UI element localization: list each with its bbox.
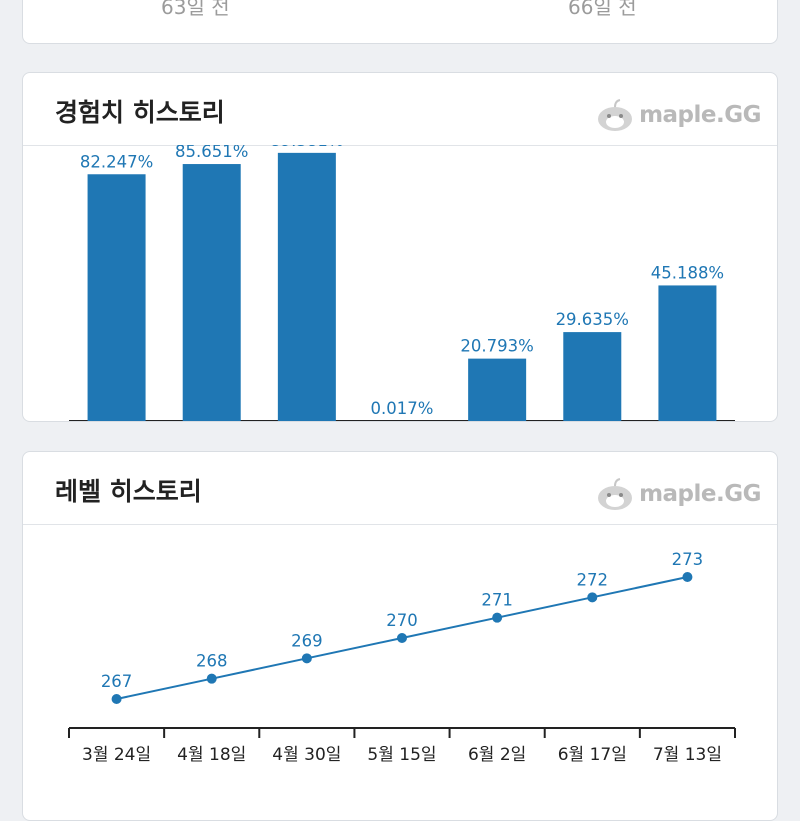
maple-gg-logo: maple.GG	[595, 97, 761, 133]
x-tick-label: 4월 18일	[177, 745, 246, 765]
bar-value-label: 85.651%	[175, 145, 248, 161]
exp-history-header: 경험치 히스토리 maple.GG	[23, 73, 777, 146]
level-value-label: 269	[291, 631, 323, 650]
level-value-label: 271	[481, 591, 512, 610]
exp-bar	[563, 332, 622, 421]
bar-value-label: 82.247%	[80, 152, 153, 171]
logo-text: maple.GG	[639, 102, 761, 128]
exp-bar-chart: 7월 10일7월 11일7월 12일7월 13일7월 14일7월 15일7월 1…	[69, 145, 735, 421]
mushroom-logo-icon	[598, 478, 633, 510]
x-tick-label: 5월 15일	[367, 745, 436, 765]
x-tick-label: 6월 2일	[468, 745, 526, 765]
logo-text: maple.GG	[639, 481, 761, 507]
exp-history-title: 경험치 히스토리	[55, 98, 225, 127]
exp-bar	[658, 285, 717, 421]
exp-history-card: 경험치 히스토리 maple.GG 7월 10일7월 11일7월 12일7월 1…	[22, 72, 778, 422]
days-ago-left: 63일 전	[161, 0, 230, 19]
exp-bar	[87, 174, 146, 421]
level-line-chart: 3월 24일 4월 18일 4월 30일 5월 15일 6월 2일 6월 17일 7월 13…	[68, 550, 736, 765]
exp-bar	[277, 152, 336, 421]
bar-value-label: 20.793%	[460, 337, 533, 356]
x-tick-label: 3월 24일	[82, 745, 151, 765]
exp-bar	[182, 164, 241, 421]
previous-stat-card: 63일 전 66일 전	[22, 0, 778, 44]
maple-gg-logo: maple.GG	[595, 476, 761, 512]
level-history-title: 레벨 히스토리	[55, 477, 202, 506]
level-point	[492, 612, 503, 623]
level-value-label: 267	[101, 672, 133, 691]
level-value-label: 270	[386, 611, 418, 630]
x-tick-label: 4월 30일	[272, 745, 341, 765]
level-point	[206, 673, 217, 684]
exp-bar	[468, 358, 527, 421]
level-history-header: 레벨 히스토리 maple.GG	[23, 452, 777, 525]
x-tick-label: 6월 17일	[558, 745, 627, 765]
mushroom-logo-icon	[598, 99, 633, 131]
level-point	[397, 633, 407, 643]
days-ago-right: 66일 전	[568, 0, 637, 19]
level-history-card: 레벨 히스토리 maple.GG 3월 24일 4월 18일 4월 30일 5월 15…	[22, 451, 778, 821]
level-point	[301, 653, 312, 664]
level-value-label: 273	[672, 550, 704, 569]
x-tick-label: 7월 13일	[653, 745, 722, 765]
level-value-label: 268	[196, 652, 228, 671]
bar-value-label: 0.017%	[371, 399, 434, 418]
bar-value-label: 45.188%	[651, 263, 724, 282]
bar-value-label: 29.635%	[556, 310, 629, 329]
level-point	[587, 592, 598, 603]
level-value-label: 272	[577, 570, 609, 589]
level-point	[682, 572, 693, 582]
bar-value-label: 89.381%	[270, 145, 343, 150]
level-point	[111, 694, 122, 704]
